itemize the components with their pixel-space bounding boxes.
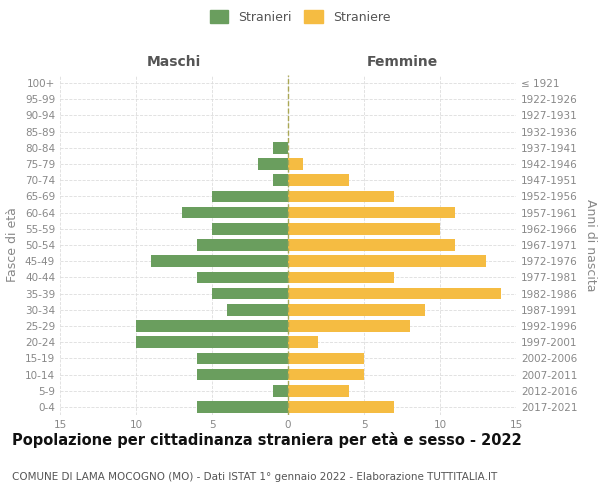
Bar	[288, 368, 364, 380]
Bar	[227, 304, 288, 316]
Y-axis label: Fasce di età: Fasce di età	[7, 208, 19, 282]
Bar	[212, 288, 288, 300]
Bar	[197, 352, 288, 364]
Bar	[288, 336, 319, 348]
Bar	[136, 336, 288, 348]
Bar	[197, 401, 288, 412]
Bar	[288, 385, 349, 396]
Bar	[182, 207, 288, 218]
Bar	[288, 272, 394, 283]
Bar	[288, 320, 410, 332]
Y-axis label: Anni di nascita: Anni di nascita	[584, 198, 597, 291]
Bar	[288, 174, 349, 186]
Bar	[212, 223, 288, 234]
Bar	[288, 223, 440, 234]
Bar	[136, 320, 288, 332]
Legend: Stranieri, Straniere: Stranieri, Straniere	[206, 6, 394, 28]
Bar	[288, 239, 455, 251]
Bar	[273, 142, 288, 154]
Bar	[273, 385, 288, 396]
Text: Femmine: Femmine	[367, 54, 437, 68]
Bar	[197, 272, 288, 283]
Bar	[288, 401, 394, 412]
Bar	[288, 207, 455, 218]
Bar	[273, 174, 288, 186]
Bar	[288, 288, 501, 300]
Bar	[288, 256, 485, 267]
Bar	[257, 158, 288, 170]
Text: Popolazione per cittadinanza straniera per età e sesso - 2022: Popolazione per cittadinanza straniera p…	[12, 432, 522, 448]
Bar	[288, 158, 303, 170]
Text: COMUNE DI LAMA MOCOGNO (MO) - Dati ISTAT 1° gennaio 2022 - Elaborazione TUTTITAL: COMUNE DI LAMA MOCOGNO (MO) - Dati ISTAT…	[12, 472, 497, 482]
Text: Maschi: Maschi	[147, 54, 201, 68]
Bar	[197, 239, 288, 251]
Bar	[288, 190, 394, 202]
Bar	[151, 256, 288, 267]
Bar	[288, 304, 425, 316]
Bar	[197, 368, 288, 380]
Bar	[212, 190, 288, 202]
Bar	[288, 352, 364, 364]
